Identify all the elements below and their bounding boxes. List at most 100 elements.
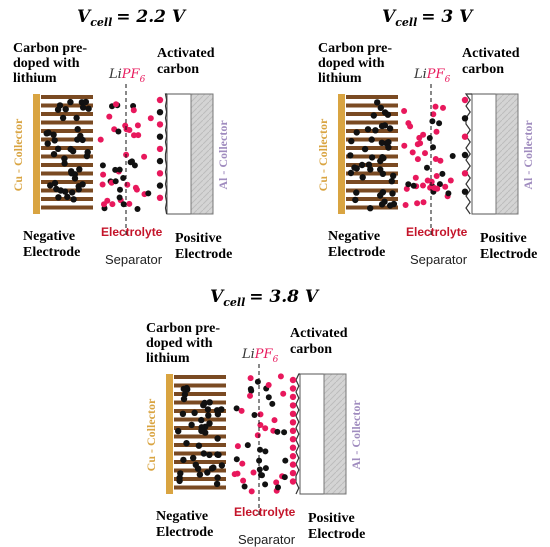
lithium-ion [195,442,203,449]
adsorbed-pf6-anion [156,121,164,128]
negative-title-line: Carbon pre- [146,321,220,336]
graphite-layer [174,477,226,481]
lithium-cation [244,442,251,449]
lithium-ion [180,456,187,464]
pf6-anion [134,122,141,129]
graphite-layer [174,409,226,413]
vcell-value: = 2.2 V [116,7,187,27]
positive-electrode-label: Positive [480,231,527,246]
lithium-ion [54,145,62,152]
adsorbed-pf6-anion [461,133,469,140]
electrolyte-label: Electrolyte [101,225,163,239]
lithium-ion [385,139,392,146]
lithium-ion [64,193,71,201]
pf6-anion [101,201,107,208]
vcell-symbol: V [210,287,225,307]
lithium-cation [439,170,446,177]
lithium-ion [84,149,91,156]
lithium-cation [145,190,152,197]
lithium-ion [361,145,369,153]
pf6-anion [147,115,154,122]
lithium-ion [367,205,374,212]
lithium-cation [449,153,456,159]
panel-vcell-3-8: Vcell = 3.8 V Carbon pre-doped withlithium… [144,287,365,547]
positive-electrode-label: Positive [175,231,222,246]
lithium-ion [183,440,190,447]
adsorbed-pf6-anion [156,194,164,201]
graphite-layer [41,137,93,142]
lithium-cation [269,400,276,407]
vcell-symbol: V [382,7,397,27]
lithium-cation [120,175,127,181]
lithium-ion [378,139,386,146]
lithium-ion [347,152,354,159]
pf6-anion [262,425,269,432]
lithium-cation [426,135,433,141]
pf6-anion [239,460,246,467]
lithium-ion [61,160,68,167]
lithium-cation [445,190,452,197]
pf6-anion [277,373,284,380]
pf6-anion [417,140,424,147]
pf6-anion [420,182,426,189]
pf6-anion [428,178,435,185]
pf6-anion [414,200,421,207]
adsorbed-pf6-anion [289,419,297,426]
graphite-layer [41,129,93,133]
vcell-value: = 3 V [421,7,474,27]
al-collector-plate [495,93,519,215]
pf6-anion [240,477,247,484]
lithium-ion [215,451,222,458]
pf6-anion [433,173,440,179]
graphite-layer [41,95,93,99]
lithium-cation [127,159,134,166]
pf6-anion [126,200,133,207]
lithium-ion [71,171,79,178]
lithium-ion [348,137,355,145]
lithium-ion [79,181,86,188]
cu-collector-plate [338,94,345,214]
negative-electrode-label: Electrode [328,245,385,260]
lithium-ion [347,169,355,177]
graphite-layer [346,171,398,176]
lithium-ion [183,384,190,392]
electrolyte-label: Electrolyte [406,225,468,239]
lithium-ion [45,129,52,136]
graphite-layer [41,120,93,125]
graphite-layer [346,188,398,193]
negative-title-line: lithium [13,71,57,86]
lithium-ion [79,104,87,111]
cu-collector-plate [166,374,173,494]
salt-prefix: Li [413,67,427,82]
lithium-ion [214,435,221,442]
lithium-ion [75,186,83,193]
pf6-anion [401,108,408,114]
electrolyte-label: Electrolyte [234,505,296,519]
pf6-anion [122,122,129,129]
adsorbed-pf6-anion [156,145,164,153]
lithium-cation [256,466,263,473]
graphite-layer [41,103,93,108]
lithium-ion [55,194,62,201]
pf6-anion [99,181,106,188]
salt-label: LiPF6 [241,347,279,365]
lithium-cation [115,128,122,135]
lithium-cation [254,378,261,385]
pf6-anion [420,199,427,206]
adsorbed-pf6-anion [289,478,297,485]
adsorbed-pf6-anion [289,402,297,409]
lithium-ion [370,112,377,119]
graphite-layer [174,375,226,379]
vcell-value: = 3.8 V [249,287,320,307]
pf6-anion [109,201,116,208]
lithium-ion [206,420,213,427]
pf6-anion [414,156,421,163]
lithium-cation [248,387,255,394]
lithium-cation [112,178,119,185]
vcell-subscript: cell [395,16,417,29]
salt-prefix: Li [108,67,122,82]
lithium-ion [379,189,387,196]
activated-carbon-surface [164,93,168,215]
pf6-anion [437,157,444,164]
pf6-anion [434,185,441,192]
